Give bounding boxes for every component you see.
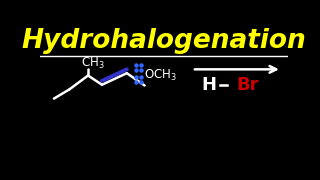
Text: H: H bbox=[202, 76, 216, 94]
Text: CH$_3$: CH$_3$ bbox=[81, 56, 105, 71]
Text: OCH$_3$: OCH$_3$ bbox=[144, 68, 177, 83]
Text: Br: Br bbox=[236, 76, 259, 94]
Text: Hydrohalogenation: Hydrohalogenation bbox=[22, 28, 306, 54]
